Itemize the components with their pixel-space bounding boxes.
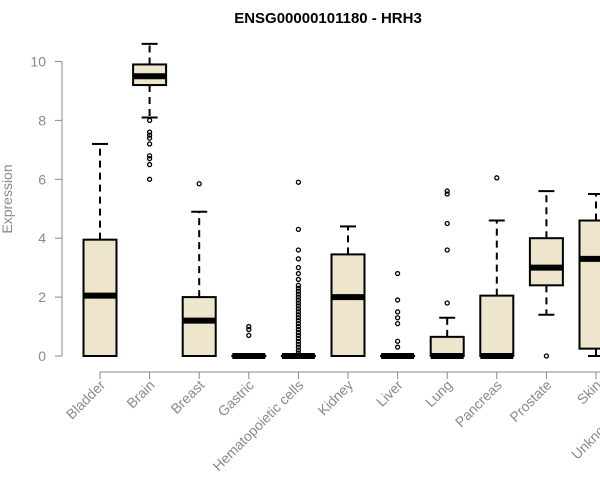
- outlier-point: [494, 175, 500, 181]
- outlier-point: [394, 315, 401, 321]
- outlier-point: [146, 141, 153, 147]
- y-tick-label: 0: [38, 348, 46, 364]
- box-bladder: [82, 142, 118, 357]
- outlier-point: [146, 156, 153, 162]
- boxes-group: [82, 42, 600, 359]
- y-tick-label: 2: [38, 289, 46, 305]
- y-axis-label: Expression: [0, 164, 15, 233]
- outlier-point: [196, 181, 202, 187]
- box-iqr: [181, 296, 217, 358]
- box-iqr: [578, 219, 600, 350]
- box-pancreas: [479, 175, 515, 359]
- outlier-point: [295, 226, 302, 233]
- outlier-point: [146, 135, 153, 141]
- outlier-point: [295, 332, 302, 339]
- outlier-point: [394, 320, 401, 327]
- outlier-point: [295, 320, 302, 327]
- outlier-point: [295, 256, 302, 262]
- outlier-point: [146, 132, 153, 138]
- outlier-point: [295, 338, 302, 344]
- outlier-point: [246, 326, 252, 333]
- outlier-point: [246, 332, 252, 339]
- outlier-point: [394, 338, 401, 344]
- x-tick-label: Prostate: [506, 377, 554, 425]
- box-lung: [429, 188, 465, 359]
- outlier-point: [394, 297, 401, 303]
- x-tick-label: Gastric: [214, 377, 257, 420]
- outlier-point: [295, 264, 302, 271]
- x-tick-label: Liver: [373, 377, 406, 410]
- outlier-point: [146, 117, 153, 124]
- outlier-point: [295, 347, 302, 353]
- outlier-point: [444, 247, 450, 253]
- outlier-point: [295, 318, 302, 324]
- y-axis: 0 2 4 6 8 10: [30, 54, 63, 364]
- outlier-point: [394, 309, 401, 315]
- box-prostate: [528, 190, 564, 359]
- y-tick-label: 4: [38, 230, 46, 246]
- outlier-point: [146, 176, 153, 182]
- outlier-point: [295, 344, 302, 350]
- outlier-point: [295, 179, 302, 185]
- y-tick-label: 10: [30, 54, 46, 70]
- x-tick-label: Hematopoietic cells: [209, 377, 306, 474]
- outlier-point: [295, 303, 302, 309]
- outlier-point: [444, 188, 450, 194]
- outlier-point: [295, 282, 302, 288]
- box-breast: [181, 181, 217, 358]
- chart-title: ENSG00000101180 - HRH3: [234, 10, 422, 27]
- outlier-point: [295, 276, 302, 283]
- outlier-point: [295, 315, 302, 321]
- outlier-point: [146, 161, 153, 168]
- outlier-point: [295, 247, 302, 253]
- box-liver: [380, 270, 416, 359]
- x-tick-label: Brain: [123, 377, 157, 411]
- outlier-point: [295, 285, 302, 291]
- outlier-point: [295, 312, 302, 318]
- outlier-point: [295, 329, 302, 336]
- outlier-point: [543, 353, 550, 359]
- box-iqr: [330, 253, 366, 358]
- y-tick-label: 8: [38, 112, 46, 128]
- box-skin: [578, 193, 600, 357]
- box-iqr: [479, 294, 515, 358]
- outlier-point: [295, 297, 302, 303]
- y-tick-label: 6: [38, 171, 46, 187]
- outlier-point: [295, 309, 302, 315]
- outlier-point: [444, 300, 450, 306]
- x-tick-label: Bladder: [63, 377, 109, 423]
- outlier-point: [295, 288, 302, 294]
- x-tick-label: Skin: [574, 377, 600, 408]
- outlier-point: [295, 341, 302, 347]
- box-gastric: [231, 323, 267, 359]
- outlier-point: [295, 291, 302, 297]
- outlier-point: [295, 270, 302, 277]
- outlier-point: [146, 129, 153, 135]
- outlier-point: [394, 344, 401, 350]
- outlier-point: [295, 294, 302, 300]
- x-tick-label: Lung: [422, 377, 455, 410]
- outlier-point: [295, 326, 302, 333]
- outlier-point: [295, 323, 302, 330]
- x-tick-label: Pancreas: [452, 377, 505, 430]
- box-brain: [132, 42, 168, 182]
- x-tick-label: Breast: [167, 377, 207, 417]
- x-tick-label: Kidney: [315, 377, 357, 419]
- outlier-point: [146, 153, 153, 159]
- outlier-point: [295, 350, 302, 356]
- outlier-point: [444, 220, 450, 227]
- outlier-point: [444, 191, 450, 197]
- outlier-point: [394, 270, 401, 277]
- outlier-point: [295, 306, 302, 312]
- box-iqr: [528, 237, 564, 287]
- outlier-point: [295, 300, 302, 306]
- box-kidney: [330, 225, 366, 358]
- box-hematopoietic-cells: [280, 179, 316, 359]
- outlier-point: [295, 335, 302, 341]
- outlier-point: [246, 323, 252, 330]
